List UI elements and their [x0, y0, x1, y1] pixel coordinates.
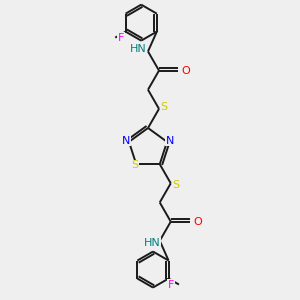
Text: F: F	[118, 33, 124, 43]
Text: S: S	[132, 160, 139, 170]
Text: F: F	[168, 280, 174, 290]
Text: HN: HN	[130, 44, 146, 54]
Text: O: O	[194, 217, 202, 226]
Text: HN: HN	[143, 238, 160, 248]
Text: N: N	[166, 136, 174, 146]
Text: S: S	[172, 180, 179, 190]
Text: S: S	[160, 102, 168, 112]
Text: N: N	[122, 136, 130, 146]
Text: O: O	[182, 66, 190, 76]
